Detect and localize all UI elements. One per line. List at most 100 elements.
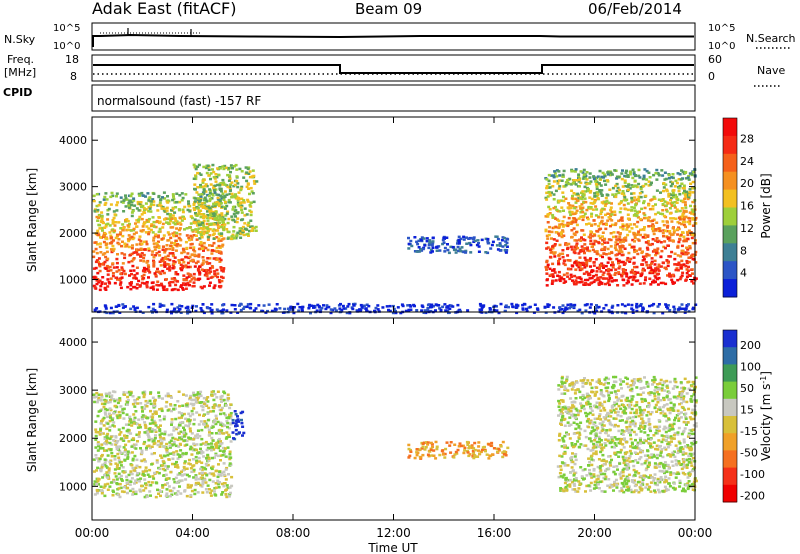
echo-cell <box>201 221 204 225</box>
echo-cell <box>199 230 203 234</box>
echo-cell <box>666 274 669 277</box>
echo-cell <box>504 251 508 254</box>
echo-cell <box>132 418 136 422</box>
echo-cell <box>642 258 646 261</box>
echo-cell <box>457 240 461 243</box>
echo-cell <box>327 305 331 309</box>
echo-cell <box>114 436 118 439</box>
echo-cell <box>126 450 130 453</box>
echo-cell <box>103 449 106 452</box>
echo-cell <box>656 240 660 244</box>
echo-cell <box>189 467 193 470</box>
echo-cell <box>415 240 419 244</box>
echo-cell <box>150 463 154 466</box>
echo-cell <box>350 306 354 309</box>
echo-cell <box>109 241 113 245</box>
echo-cell <box>624 236 628 239</box>
echo-cell <box>685 275 689 278</box>
echo-cell <box>158 305 162 308</box>
echo-cell <box>683 189 686 193</box>
echo-cell <box>144 483 148 487</box>
echo-cell <box>676 244 680 248</box>
echo-cell <box>607 283 611 287</box>
echo-cell <box>243 305 247 309</box>
echo-cell <box>107 471 111 474</box>
echo-cell <box>97 260 100 264</box>
echo-cell <box>655 168 659 172</box>
echo-cell <box>173 287 177 291</box>
echo-cell <box>552 180 556 183</box>
echo-cell <box>213 177 217 180</box>
echo-cell <box>208 189 212 192</box>
echo-cell <box>190 398 194 402</box>
echo-cell <box>686 248 690 251</box>
echo-cell <box>145 267 149 271</box>
echo-cell <box>604 183 608 186</box>
echo-cell <box>110 236 114 239</box>
echo-cell <box>173 278 177 282</box>
echo-cell <box>632 223 636 226</box>
echo-cell <box>202 401 206 404</box>
echo-cell <box>208 307 212 310</box>
echo-cell <box>194 188 197 191</box>
echo-cell <box>564 306 568 309</box>
echo-cell <box>162 445 166 449</box>
echo-cell <box>229 311 233 314</box>
echo-cell <box>623 196 627 199</box>
echo-cell <box>201 491 205 494</box>
echo-cell <box>165 244 169 247</box>
echo-cell <box>193 165 197 168</box>
echo-cell <box>221 238 225 241</box>
echo-cell <box>413 250 417 253</box>
echo-cell <box>665 201 669 204</box>
echo-cell <box>651 223 655 226</box>
echo-cell <box>635 302 639 306</box>
echo-cell <box>668 239 672 242</box>
echo-cell <box>154 424 158 427</box>
echo-cell <box>220 406 224 410</box>
echo-cell <box>578 308 582 312</box>
echo-cell <box>109 277 113 280</box>
echo-cell <box>659 212 663 215</box>
echo-cell <box>652 269 656 273</box>
echo-cell <box>124 423 128 426</box>
echo-cell <box>184 255 188 259</box>
echo-cell <box>567 216 571 220</box>
echo-cell <box>574 183 578 186</box>
echo-cell <box>212 170 216 174</box>
echo-cell <box>139 239 143 243</box>
echo-cell <box>184 478 188 481</box>
echo-cell <box>236 415 239 418</box>
echo-cell <box>557 262 561 265</box>
echo-cell <box>675 208 679 211</box>
echo-cell <box>462 451 466 455</box>
echo-cell <box>431 246 435 250</box>
echo-cell <box>514 306 518 309</box>
echo-cell <box>599 212 603 216</box>
echo-cell <box>208 284 211 287</box>
echo-cell <box>226 421 230 425</box>
echo-cell <box>385 305 389 308</box>
echo-cell <box>435 445 439 448</box>
echo-cell <box>498 242 502 245</box>
echo-cell <box>183 228 186 231</box>
echo-cell <box>454 450 458 454</box>
echo-cell <box>182 249 186 252</box>
echo-cell <box>615 238 619 241</box>
echo-cell <box>149 200 153 203</box>
echo-cell <box>552 198 556 201</box>
echo-cell <box>254 307 258 310</box>
echo-cell <box>108 311 112 315</box>
echo-cell <box>112 239 115 242</box>
echo-cell <box>562 262 566 265</box>
echo-cell <box>141 414 145 417</box>
echo-cell <box>149 210 153 213</box>
echo-cell <box>236 182 240 185</box>
echo-cell <box>216 275 220 279</box>
echo-cell <box>120 266 124 269</box>
echo-cell <box>222 484 226 488</box>
echo-cell <box>180 268 184 272</box>
echo-cell <box>126 455 130 459</box>
echo-cell <box>613 223 617 227</box>
echo-cell <box>158 445 162 448</box>
